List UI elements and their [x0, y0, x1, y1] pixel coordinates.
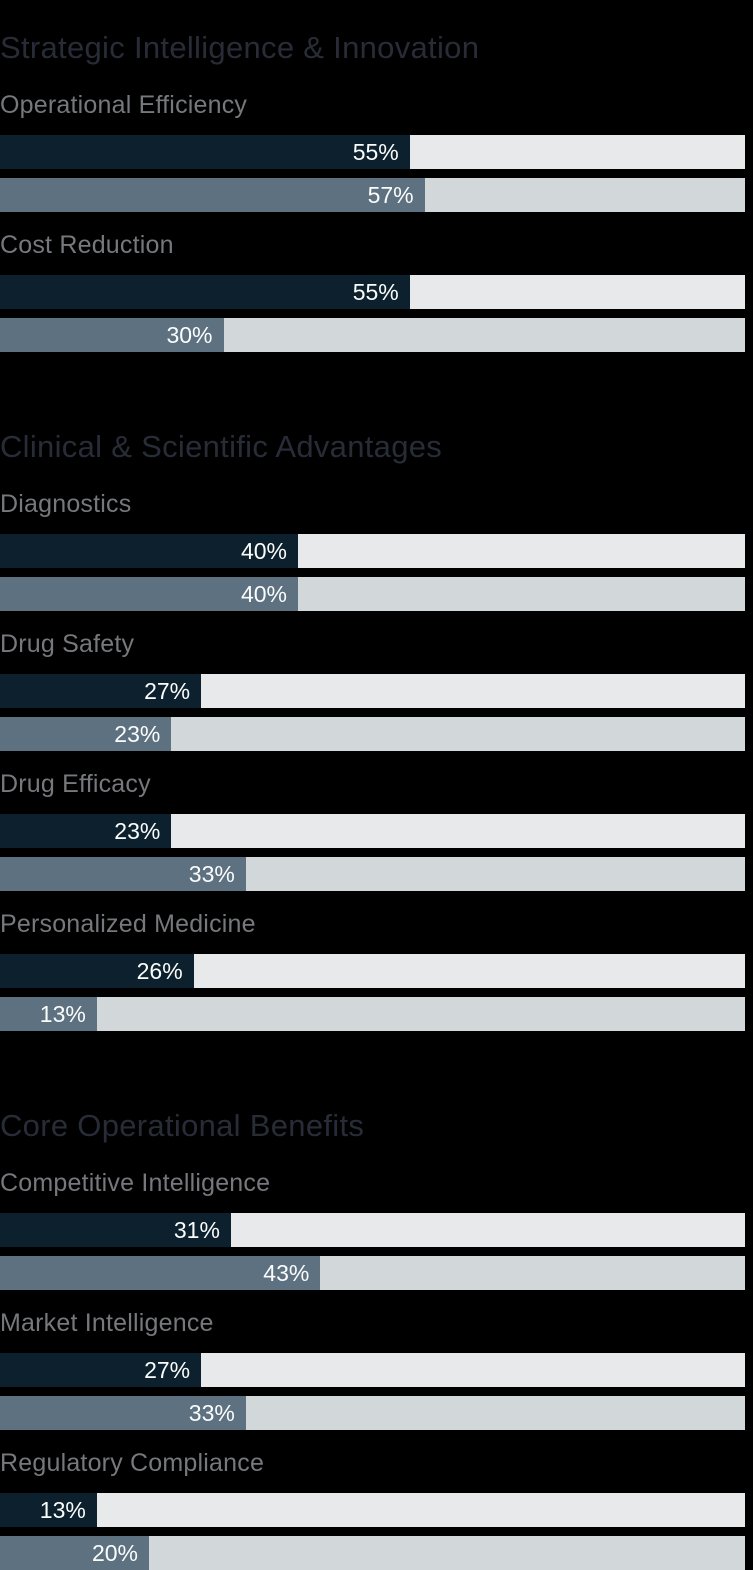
- bar-value-label: 20%: [91, 1539, 138, 1566]
- bar-value-label: 26%: [136, 957, 183, 984]
- bar-value-label: 40%: [240, 537, 287, 564]
- bar-value-label: 31%: [173, 1216, 220, 1243]
- bar-group: Drug Efficacy 23% 33%: [0, 769, 745, 891]
- section-title: Clinical & Scientific Advantages: [0, 429, 443, 464]
- bar-value-label: 55%: [352, 138, 399, 165]
- bar-fill: 23%: [0, 814, 172, 848]
- bar-track: 27%: [0, 1353, 745, 1387]
- bar-group-label: Regulatory Compliance: [0, 1449, 265, 1477]
- bar-value-label: 33%: [188, 1399, 235, 1426]
- bar-track: 57%: [0, 178, 745, 212]
- bar-fill: 13%: [0, 997, 97, 1031]
- bar-track: 43%: [0, 1256, 745, 1290]
- bar-fill: 33%: [0, 1396, 246, 1430]
- bar-track: 13%: [0, 997, 745, 1031]
- bar-fill: 55%: [0, 135, 410, 169]
- bar-fill: 27%: [0, 1353, 202, 1387]
- bar-fill: 30%: [0, 318, 224, 352]
- bar-group-label: Drug Safety: [0, 630, 135, 658]
- bar-track: 33%: [0, 857, 745, 891]
- bar-group-label: Drug Efficacy: [0, 770, 151, 798]
- bar-group-label: Market Intelligence: [0, 1309, 214, 1337]
- bar-group-label: Operational Efficiency: [0, 91, 248, 119]
- bar-track: 31%: [0, 1213, 745, 1247]
- bar-track: 23%: [0, 717, 745, 751]
- bar-fill: 33%: [0, 857, 246, 891]
- bar-fill: 26%: [0, 954, 194, 988]
- bar-group: Regulatory Compliance 13% 20%: [0, 1448, 745, 1570]
- bar-value-label: 57%: [367, 181, 414, 208]
- bar-fill: 31%: [0, 1213, 231, 1247]
- chart-section: Core Operational Benefits Competitive In…: [0, 1107, 745, 1570]
- bar-fill: 43%: [0, 1256, 321, 1290]
- bar-fill: 57%: [0, 178, 425, 212]
- bar-fill: 13%: [0, 1493, 97, 1527]
- bar-track: 40%: [0, 534, 745, 568]
- bar-value-label: 33%: [188, 860, 235, 887]
- bar-track: 26%: [0, 954, 745, 988]
- bar-group-label: Cost Reduction: [0, 231, 174, 259]
- bar-value-label: 23%: [114, 720, 161, 747]
- bar-group: Market Intelligence 27% 33%: [0, 1308, 745, 1430]
- bar-fill: 20%: [0, 1536, 149, 1570]
- bar-group-label: Diagnostics: [0, 490, 132, 518]
- bar-track: 23%: [0, 814, 745, 848]
- bar-value-label: 27%: [144, 1356, 191, 1383]
- bar-group-label: Competitive Intelligence: [0, 1169, 271, 1197]
- section-title: Strategic Intelligence & Innovation: [0, 30, 480, 65]
- bar-fill: 40%: [0, 577, 298, 611]
- bar-group: Operational Efficiency 55% 57%: [0, 90, 745, 212]
- bar-group: Competitive Intelligence 31% 43%: [0, 1168, 745, 1290]
- bar-track: 55%: [0, 135, 745, 169]
- bar-value-label: 43%: [263, 1259, 310, 1286]
- section-title: Core Operational Benefits: [0, 1108, 365, 1143]
- bar-group: Personalized Medicine 26% 13%: [0, 909, 745, 1031]
- chart-section: Clinical & Scientific Advantages Diagnos…: [0, 428, 745, 1031]
- bar-fill: 27%: [0, 674, 202, 708]
- bar-value-label: 13%: [39, 1000, 86, 1027]
- bar-value-label: 23%: [114, 817, 161, 844]
- bar-value-label: 13%: [39, 1496, 86, 1523]
- bar-track: 13%: [0, 1493, 745, 1527]
- bar-track: 55%: [0, 275, 745, 309]
- bar-track: 20%: [0, 1536, 745, 1570]
- bar-group: Drug Safety 27% 23%: [0, 629, 745, 751]
- bar-track: 27%: [0, 674, 745, 708]
- bar-group-label: Personalized Medicine: [0, 910, 256, 938]
- chart-section: Strategic Intelligence & Innovation Oper…: [0, 29, 745, 352]
- bar-value-label: 30%: [166, 321, 213, 348]
- bar-fill: 23%: [0, 717, 172, 751]
- bar-fill: 40%: [0, 534, 298, 568]
- bar-group: Diagnostics 40% 40%: [0, 489, 745, 611]
- bar-fill: 55%: [0, 275, 410, 309]
- bar-group: Cost Reduction 55% 30%: [0, 230, 745, 352]
- bar-value-label: 55%: [352, 278, 399, 305]
- bar-track: 33%: [0, 1396, 745, 1430]
- bar-track: 30%: [0, 318, 745, 352]
- bar-track: 40%: [0, 577, 745, 611]
- bar-value-label: 40%: [240, 580, 287, 607]
- bar-value-label: 27%: [144, 677, 191, 704]
